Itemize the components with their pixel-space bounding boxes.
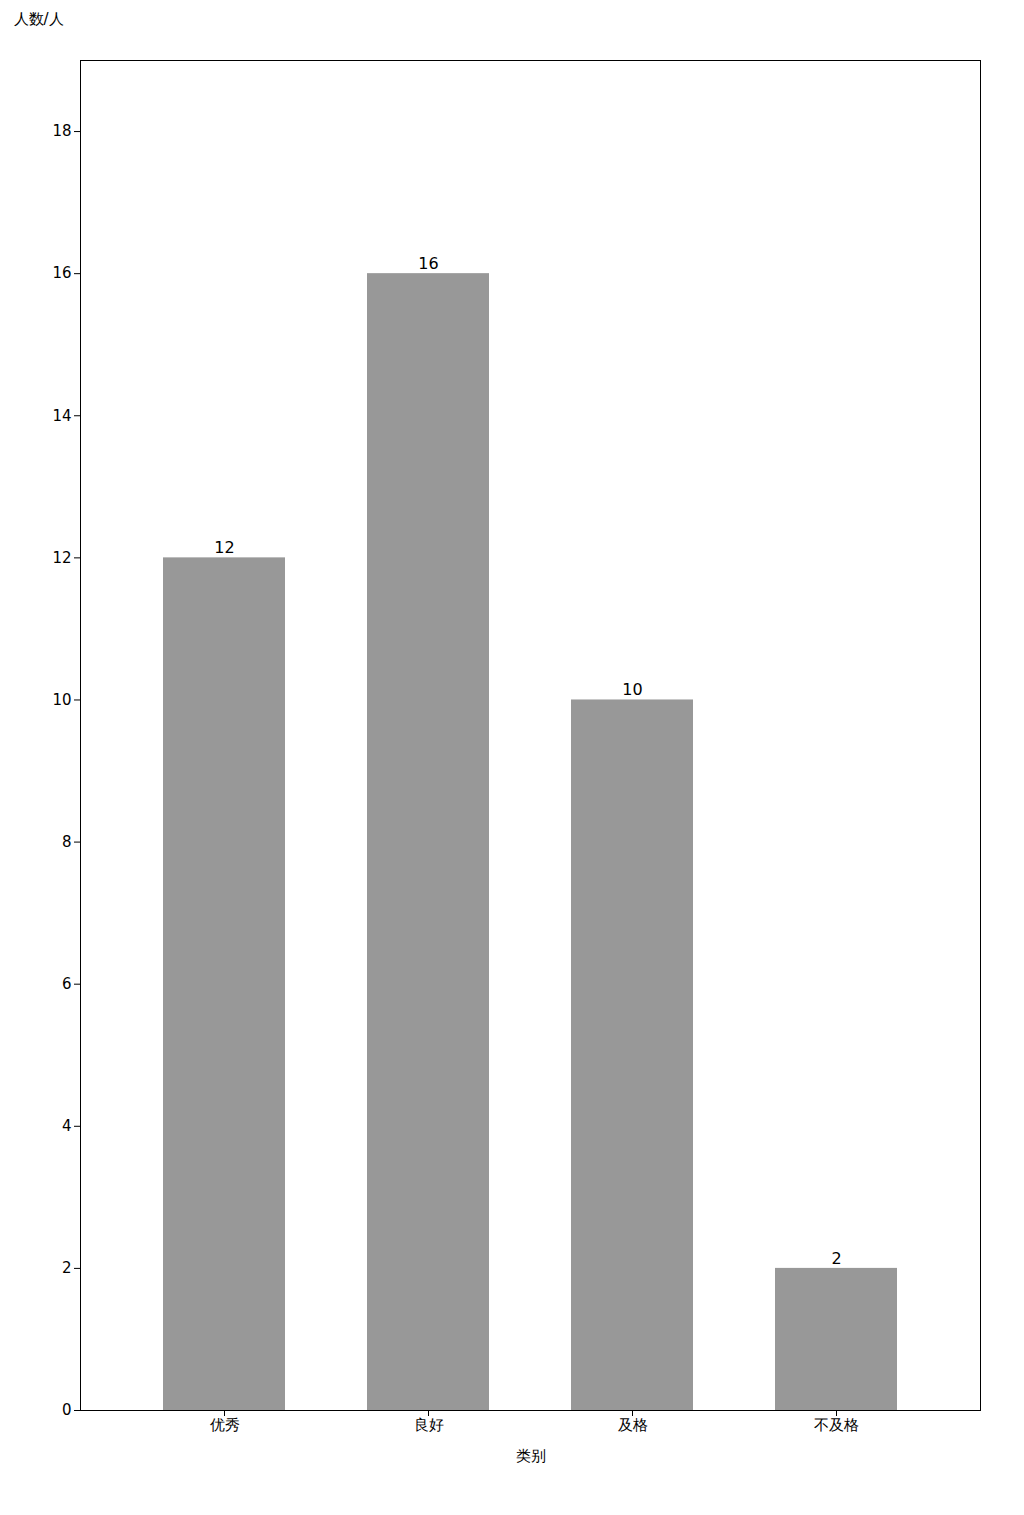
svg-text:10: 10 (622, 680, 642, 699)
svg-text:及格: 及格 (618, 1416, 648, 1434)
svg-text:12: 12 (214, 538, 234, 557)
svg-text:16: 16 (52, 264, 71, 282)
svg-text:0: 0 (62, 1401, 72, 1419)
svg-text:12: 12 (52, 549, 71, 567)
svg-text:8: 8 (62, 833, 72, 851)
svg-text:人数/人: 人数/人 (14, 10, 64, 28)
svg-text:2: 2 (62, 1259, 72, 1277)
svg-text:16: 16 (418, 254, 438, 273)
svg-text:18: 18 (52, 122, 71, 140)
svg-text:不及格: 不及格 (814, 1416, 859, 1434)
svg-text:6: 6 (62, 975, 72, 993)
svg-text:10: 10 (52, 691, 71, 709)
svg-text:2: 2 (831, 1249, 841, 1268)
svg-text:14: 14 (52, 407, 71, 425)
svg-text:优秀: 优秀 (210, 1416, 240, 1434)
svg-text:4: 4 (62, 1117, 72, 1135)
svg-text:类别: 类别 (516, 1447, 546, 1465)
svg-text:良好: 良好 (414, 1416, 444, 1434)
